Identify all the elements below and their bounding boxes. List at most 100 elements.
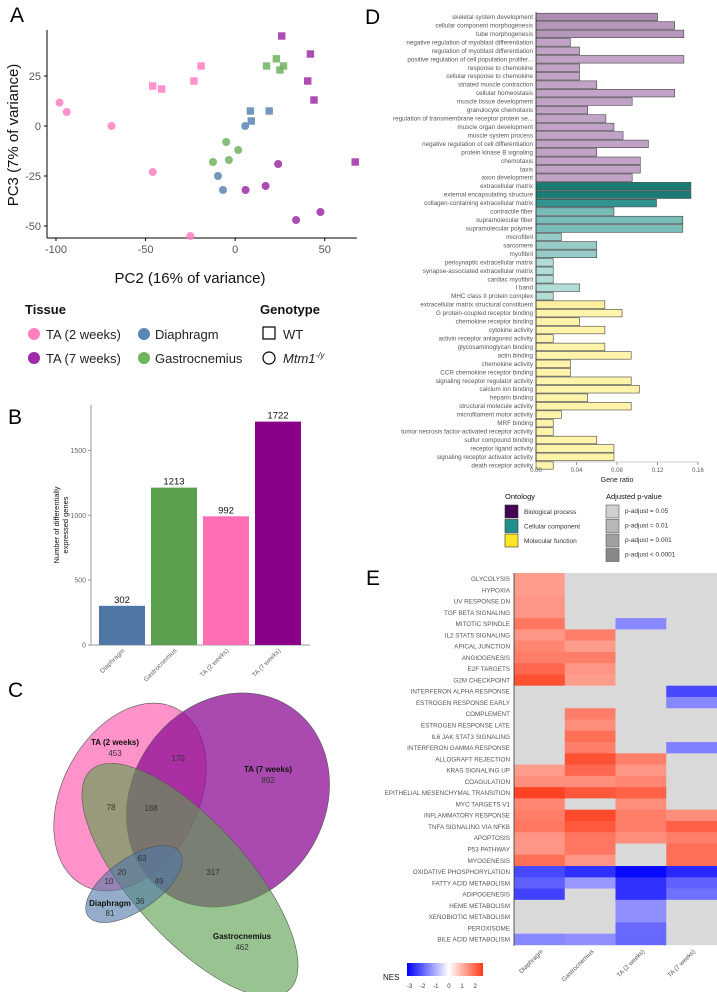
heatmap-cell [564,696,616,709]
go-bar [535,232,562,242]
pca-point-wt-diaphragm [265,107,273,115]
pca-point-mtm1-diaphragm [213,172,222,180]
pca-point-wt-ta7 [310,96,318,104]
heatmap-cell [666,787,717,799]
heatmap-cell [514,922,566,934]
go-bar [535,385,640,394]
heatmap-cell [615,742,667,754]
go-bar [535,12,658,22]
heatmap-cell [514,606,566,619]
heatmap-cell [514,866,566,878]
nes-title: NES [383,973,399,982]
legend-ta2: TA (2 weeks) [46,327,121,342]
go-term-label: extracellular matrix [480,183,534,190]
nes-tick-label: 2 [473,984,477,990]
heatmap-cell [514,742,566,754]
heatmap-cell [564,663,616,675]
pca-point-mtm1-ta7 [292,216,301,224]
go-bar [535,199,657,208]
go-bar [535,55,685,64]
go-bar [535,292,554,301]
heatmap-cell [514,663,566,675]
go-bar [535,427,554,436]
go-bar [535,393,588,402]
pca-point-mtm1-ta2 [186,232,195,240]
heatmap-cell [666,820,717,833]
heatmap-cell [666,573,717,585]
deg-y-tick-label: 1500 [70,448,86,455]
go-term-label: external encapsulating structure [444,192,534,199]
heatmap-cell [514,685,566,698]
pca-point-wt-diaphragm [246,107,255,115]
go-bar [535,80,598,89]
heatmap-cell [615,696,667,709]
deg-bar-value: 302 [114,595,130,606]
padj-label: p-adjust < 0.0001 [625,552,676,559]
go-bar [535,139,649,149]
go-term-label: granulocyte chemotaxis [467,107,533,114]
venn-count-ta7-only: 892 [261,776,275,785]
go-bar [535,131,624,140]
deg-bar-value: 992 [218,505,234,516]
pca-point-mtm1-ta2 [148,168,157,176]
pca-y-tick-label: -25 [25,171,41,183]
pca-scatter-plot: -100 -50 0 50 -50 -25 0 25 PC2 (16% of variance… [5,30,359,287]
venn-count-dia-gastro: 36 [136,897,145,906]
pca-point-wt-gastrocnemius [276,66,284,74]
heatmap-row-label: OXIDATIVE PHOSPHORYLATION [413,869,511,876]
heatmap-cell [615,651,667,664]
go-bar [535,63,580,72]
go-bar [535,156,641,165]
go-bar [535,258,554,267]
heatmap-cell [514,696,566,709]
go-bar [535,368,571,377]
heatmap-cell [564,742,616,754]
go-term-label: cellular component morphogenesis [435,22,533,29]
venn-count-ta7-gastro: 317 [206,868,220,877]
heatmap-cell [615,606,667,619]
venn-labels: TA (2 weeks) 453 TA (7 weeks) 892 Diaphr… [89,738,292,952]
heatmap-cell [666,764,717,777]
go-bar [535,452,615,462]
heatmap-row-label: TGF BETA SIGNALING [444,610,510,617]
panel-label-b: B [8,406,22,429]
heatmap-cell [615,911,667,923]
nes-tick-label: -2 [420,984,426,990]
pca-point-mtm1-diaphragm [241,122,250,130]
go-term-label: negative regulation of myoblast differen… [406,39,533,46]
go-term-label: supramolecular polymer [466,226,533,233]
go-term-label: synapse-associated extracellular matrix [423,268,534,275]
pca-y-tick-label: -50 [25,221,41,233]
heatmap-cell [615,595,667,608]
heatmap-row-label: COAGULATION [465,779,511,786]
heatmap-cell [564,708,616,720]
legend-wt: WT [283,327,303,342]
pca-point-mtm1-ta7 [274,160,283,168]
heatmap-cell [666,832,717,844]
deg-bar-value: 1722 [267,411,288,422]
pca-y-tick-label: 25 [29,71,41,83]
padj-label: p-adjust = 0.01 [625,523,669,530]
go-bar [535,114,607,123]
heatmap-row-label: HEME METABOLISM [449,903,510,910]
legend-mtm1: Mtm1-/y [283,351,325,366]
venn-count-ta2-ta7: 170 [171,754,185,763]
go-bar [535,105,588,115]
heatmap-cell [666,708,717,720]
heatmap-cell [514,618,566,630]
panel-label-d: D [365,6,380,29]
pca-point-wt-ta7 [351,158,359,166]
padj-swatch [605,519,620,533]
go-bar [535,342,606,352]
go-term-label: receptor ligand activity [470,445,534,452]
go-bar [535,308,623,318]
go-bar [535,317,580,326]
go-term-label: axon development [482,175,534,182]
legend-mtm1-name: Mtm1 [283,351,316,366]
deg-y-label-line2: expressed genes [61,496,70,553]
ontology-swatch [504,519,519,533]
go-bar [535,224,684,233]
heatmap-row-label: ANGIOGENESIS [462,655,510,662]
go-bar [535,38,571,47]
heatmap-cell [564,753,616,765]
